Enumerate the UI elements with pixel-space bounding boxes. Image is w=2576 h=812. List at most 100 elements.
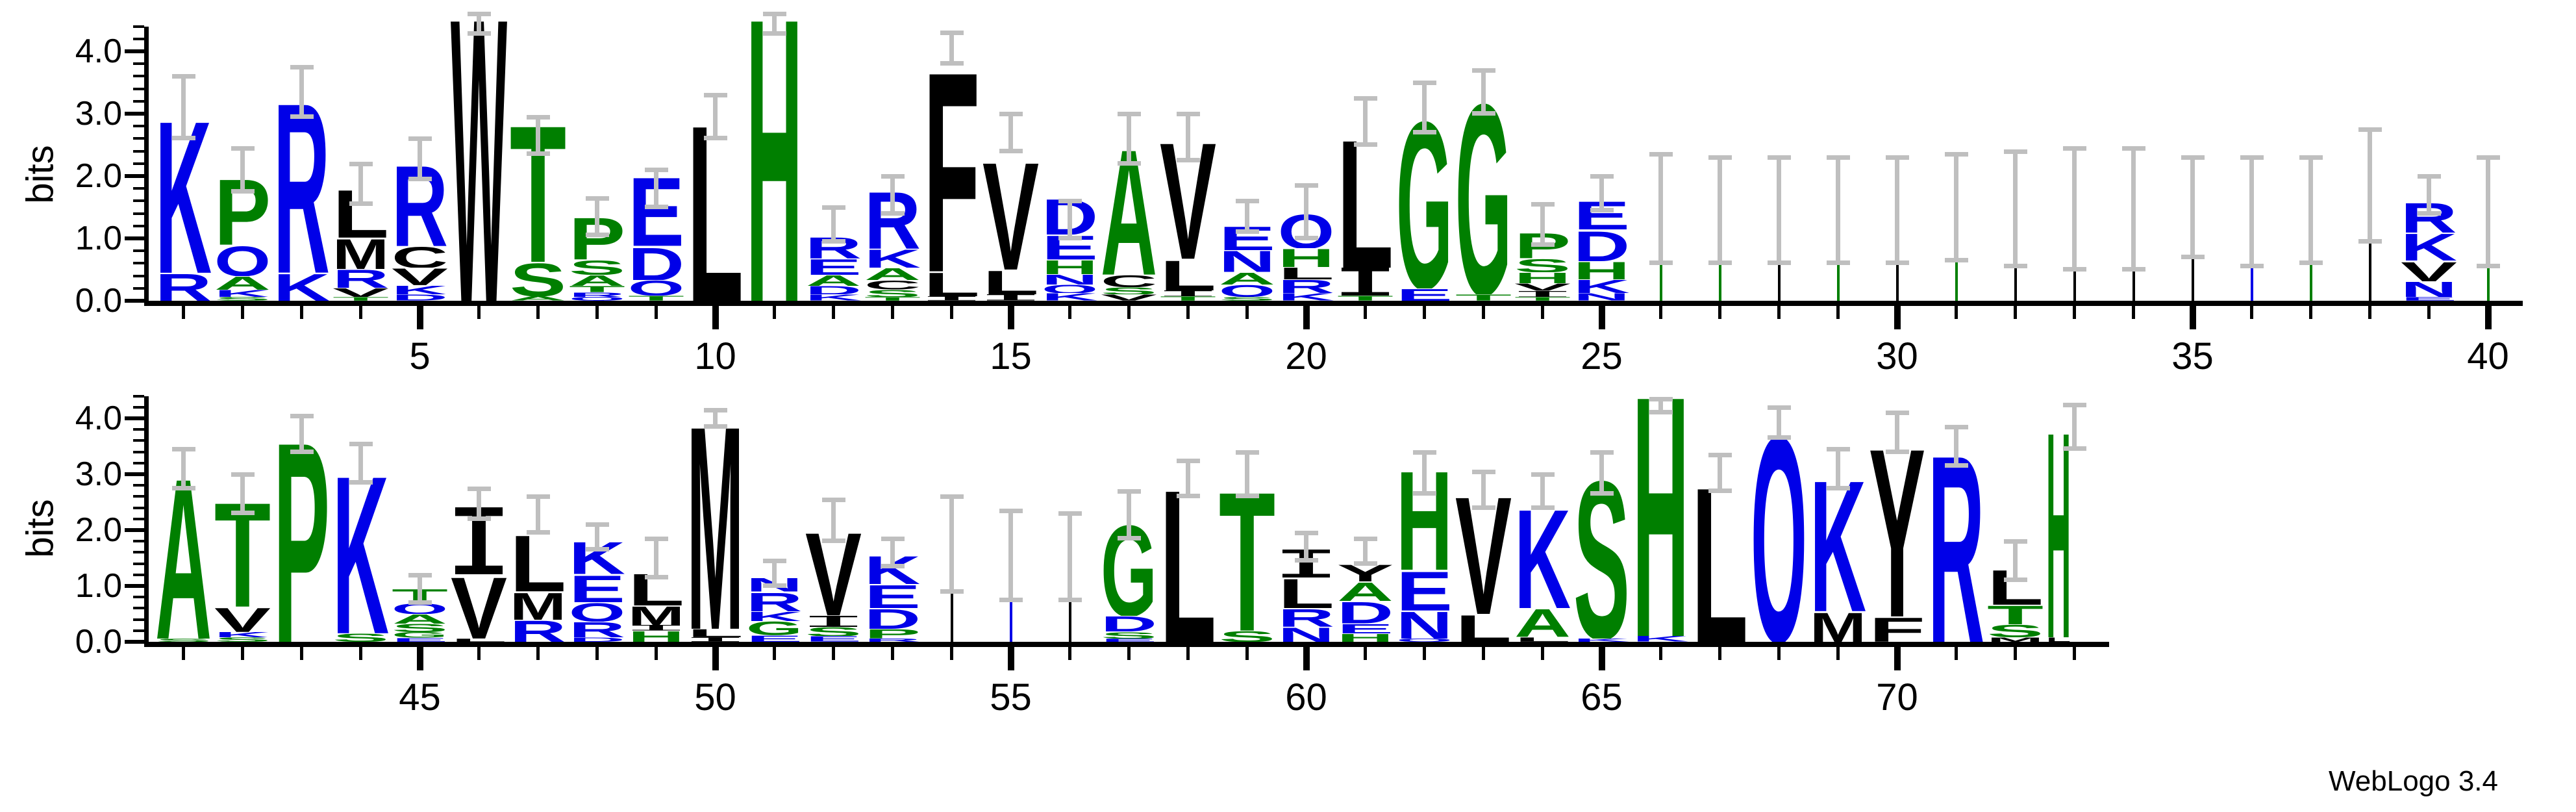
error-bar-cap-top xyxy=(408,572,432,577)
error-bar xyxy=(890,538,895,566)
error-bar-cap-top xyxy=(1826,447,1850,452)
svg-text:R: R xyxy=(273,95,330,273)
logo-letter-I xyxy=(1341,268,1390,296)
svg-text:K: K xyxy=(1810,474,1866,611)
x-major-tick xyxy=(2189,306,2196,329)
svg-text:S: S xyxy=(1219,631,1275,642)
svg-text:Y: Y xyxy=(1869,440,1925,616)
svg-text:A: A xyxy=(1219,272,1275,285)
error-bar xyxy=(1777,157,1781,264)
x-tick-label: 60 xyxy=(1285,676,1327,718)
error-bar xyxy=(418,574,422,603)
svg-text:L: L xyxy=(1278,577,1334,608)
svg-text:Q: Q xyxy=(392,603,448,614)
svg-text:Q: Q xyxy=(1751,427,1807,642)
error-bar-cap-bottom xyxy=(1590,491,1614,496)
x-minor-tick xyxy=(300,306,303,319)
residual-bar xyxy=(2073,244,2076,301)
logo-letter-D: D xyxy=(392,294,448,301)
logo-letter-T: T xyxy=(1455,294,1512,301)
logo-letter-R: R xyxy=(864,639,921,642)
svg-text:H: H xyxy=(628,631,684,642)
y-axis-title: bits xyxy=(19,145,62,204)
error-bar-cap-top xyxy=(1826,155,1850,160)
svg-text:K: K xyxy=(392,285,448,294)
error-bar xyxy=(240,474,245,514)
y-axis-title: bits xyxy=(19,499,62,558)
error-bar xyxy=(1540,204,1545,245)
logo-letter-S: S xyxy=(155,639,212,642)
svg-text:L: L xyxy=(1337,134,1394,268)
error-bar-cap-bottom xyxy=(349,201,373,207)
svg-text:E: E xyxy=(1396,288,1453,301)
y-minor-tick xyxy=(133,607,144,610)
error-bar-cap-bottom xyxy=(171,136,195,141)
svg-text:Q: Q xyxy=(214,245,271,276)
y-minor-tick xyxy=(133,551,144,554)
svg-text:R: R xyxy=(332,269,389,288)
error-bar xyxy=(1599,451,1604,494)
svg-text:T: T xyxy=(214,498,271,607)
logo-letter-L: L xyxy=(687,117,744,301)
logo-letter-K: K xyxy=(392,285,448,294)
logo-letter-H: H xyxy=(628,631,684,642)
logo-letter-R: R xyxy=(1928,446,1984,642)
logo-letter-N: N xyxy=(2401,281,2457,297)
y-major-tick xyxy=(125,174,144,178)
x-minor-tick xyxy=(1364,306,1367,319)
x-minor-tick xyxy=(1777,647,1781,660)
x-minor-tick xyxy=(2250,306,2253,319)
svg-text:T: T xyxy=(332,297,389,301)
svg-text:R: R xyxy=(1278,608,1334,626)
svg-text:A: A xyxy=(155,471,212,639)
logo-letter-A: A xyxy=(155,471,212,639)
error-bar-cap-bottom xyxy=(408,600,432,605)
logo-letter-M: M xyxy=(628,605,684,625)
y-minor-tick xyxy=(133,224,144,227)
error-bar xyxy=(1068,513,1072,600)
x-minor-tick xyxy=(950,647,953,660)
svg-text:T: T xyxy=(1160,296,1216,301)
error-bar xyxy=(2427,176,2431,214)
error-bar-cap-top xyxy=(1471,469,1495,474)
svg-text:S: S xyxy=(1573,474,1630,639)
x-minor-tick xyxy=(536,306,540,319)
x-minor-tick xyxy=(241,647,244,660)
x-minor-tick xyxy=(1482,306,1485,319)
error-bar-cap-top xyxy=(1590,450,1614,455)
logo-letter-T: T xyxy=(569,286,625,292)
error-bar-cap-bottom xyxy=(2062,446,2086,451)
error-bar-cap-top xyxy=(1708,155,1732,160)
svg-text:K: K xyxy=(805,294,862,301)
error-bar-cap-top xyxy=(2003,539,2027,544)
x-minor-tick xyxy=(2073,306,2076,319)
x-minor-tick xyxy=(2014,306,2017,319)
error-bar xyxy=(1658,154,1663,264)
residual-bar xyxy=(1068,591,1071,642)
x-minor-tick xyxy=(241,306,244,319)
x-minor-tick xyxy=(773,306,776,319)
svg-text:E: E xyxy=(1337,624,1394,633)
svg-text:R: R xyxy=(864,639,921,642)
x-minor-tick xyxy=(1659,647,1662,660)
svg-text:K: K xyxy=(1632,636,1689,642)
svg-text:G: G xyxy=(1455,95,1512,294)
logo-letter-P: P xyxy=(273,433,330,642)
error-bar-cap-bottom xyxy=(2417,210,2441,216)
svg-text:L: L xyxy=(687,629,744,637)
logo-letter-Q: Q xyxy=(214,245,271,276)
logo-letter-V: V xyxy=(214,607,271,632)
logo-letter-K: K xyxy=(1573,639,1630,642)
error-bar xyxy=(1481,471,1486,508)
residual-bar xyxy=(1836,241,1840,301)
logo-letter-D: D xyxy=(1101,616,1157,631)
logo-letter-Q: Q xyxy=(1042,285,1098,293)
x-minor-tick xyxy=(1541,306,1544,319)
error-bar xyxy=(1954,154,1958,260)
error-bar-cap-top xyxy=(408,136,432,142)
x-tick-label: 35 xyxy=(2171,335,2214,377)
error-bar-cap-top xyxy=(1058,199,1082,204)
error-bar-cap-bottom xyxy=(171,485,195,490)
error-bar-cap-bottom xyxy=(1058,236,1082,240)
logo-letter-C: C xyxy=(392,246,448,268)
